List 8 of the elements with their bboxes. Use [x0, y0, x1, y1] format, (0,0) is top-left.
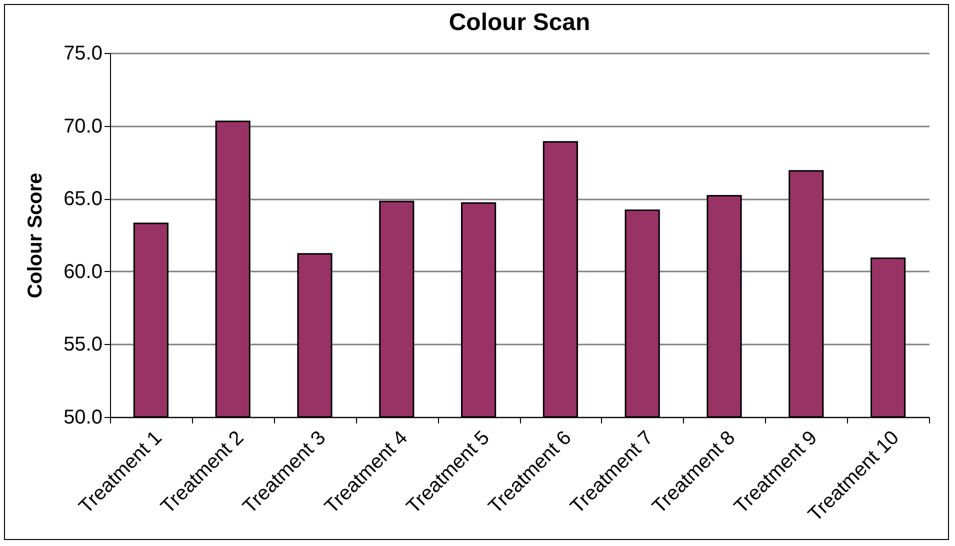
y-axis-title: Colour Score — [24, 172, 47, 298]
chart-title: Colour Scan — [448, 9, 590, 36]
y-tick-label: 65.0 — [64, 188, 102, 210]
y-tick-label: 50.0 — [64, 406, 102, 428]
y-tick-label: 60.0 — [64, 260, 102, 283]
y-tick-label: 75.0 — [64, 42, 102, 64]
y-tick-label: 55.0 — [64, 334, 102, 356]
y-tick-label: 70.0 — [64, 115, 102, 138]
